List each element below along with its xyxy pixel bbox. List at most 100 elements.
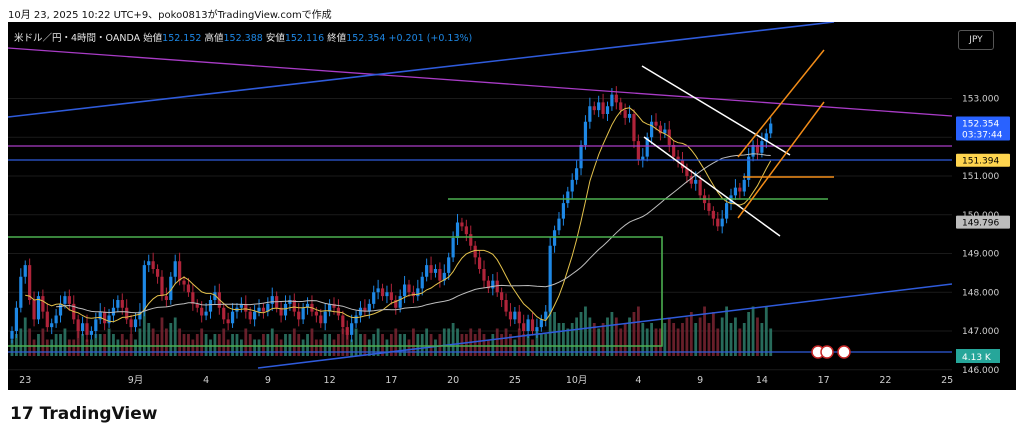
candle-body [142,265,146,312]
candle-body [711,210,715,219]
volume-bar [610,312,614,356]
volume-bar [244,328,248,356]
volume-bar [703,306,706,356]
volume-bar [685,317,689,356]
candle-body [341,315,345,328]
candle-body [389,292,393,300]
volume-bar [500,334,504,356]
chart-caption: 10月 23, 2025 10:22 UTC+9、poko0813がTradin… [8,10,332,21]
volume-bar [478,328,481,356]
candle-body [517,311,521,324]
candle-body [288,300,292,304]
candle-body [698,179,702,196]
price-chart[interactable]: 153.000152.000151.000150.000149.000148.0… [8,22,1016,390]
volume-bar [407,339,411,356]
candle-body [301,307,305,320]
white-channel-lower [643,136,781,237]
time-tick-label: 25 [941,375,953,386]
candle-body [619,102,623,111]
high-label: 高値 [204,33,224,44]
volume-bar [45,339,49,356]
candle-body [257,307,261,312]
candle-body [557,218,561,231]
volume-bar [297,334,301,356]
candle-body [138,311,142,320]
volume-bar [482,334,486,356]
candle-body [50,323,54,328]
candle-body [552,230,557,246]
volume-bar [456,328,459,356]
candle-body [14,307,19,331]
volume-bar [345,334,349,356]
candle-body [98,311,102,320]
time-tick-label: 20 [447,375,459,386]
volume-bar [10,339,14,356]
currency-button[interactable]: JPY [958,30,994,50]
volume-label-box [956,349,1000,363]
candle-body [610,94,614,107]
volume-bar [209,339,212,356]
open-value: 152.152 [162,33,202,44]
volume-bar [403,334,406,356]
price-tick-label: 148.000 [962,288,999,298]
volume-bar [231,334,234,356]
volume-bar [160,317,164,356]
tradingview-brand: TradingView [39,404,158,424]
candle-body [45,311,49,328]
candle-body [41,296,45,312]
candle-body [751,145,755,157]
low-value: 152.116 [284,33,325,44]
candle-body [248,311,252,320]
orange-channel-lower [737,101,825,219]
candle-body [451,238,455,258]
candle-body [80,323,85,331]
time-tick-label: 9 [265,375,271,386]
candle-body [36,296,41,320]
candle-body [583,121,588,145]
volume-bar [495,328,499,356]
volume-bar [769,328,773,356]
time-tick-label: 14 [756,375,768,386]
volume-bar [729,323,733,356]
blue-lower-trendline [257,283,953,369]
volume-bar [142,312,146,356]
volume-bar [641,323,645,356]
volume-bar [725,306,728,356]
volume-bar [226,339,230,356]
candle-body [164,296,168,300]
candle-body [32,300,36,320]
volume-bar [63,328,67,356]
volume-bar [592,323,596,356]
volume-bar [222,328,226,356]
volume-bar [667,317,671,356]
candle-body [667,129,671,145]
candle-body [328,303,332,312]
candle-body [191,292,195,304]
candle-body [385,292,389,297]
volume-bar [103,334,107,356]
volume-bar [672,323,676,356]
candle-body [297,311,301,320]
price-label-box [956,116,1010,141]
candle-body [155,269,160,277]
volume-bar [319,339,323,356]
volume-bar [566,328,570,356]
volume-bar [314,339,318,356]
chart-frame[interactable]: 153.000152.000151.000150.000149.000148.0… [8,22,1016,390]
price-label-value: 149.796 [962,219,999,229]
volume-bar [182,334,186,356]
candle-body [491,280,495,289]
volume-bar [284,334,287,356]
volume-bar [147,323,151,356]
candle-body [147,261,151,266]
volume-bar [632,312,636,356]
high-value: 152.388 [223,33,263,44]
time-tick-label: 17 [818,375,830,386]
candle-body [482,269,486,281]
candle-body [367,303,371,312]
volume-bar [689,312,693,356]
volume-bar [279,339,283,356]
candle-body [460,222,464,227]
volume-bar [464,334,468,356]
candle-body [186,284,191,293]
